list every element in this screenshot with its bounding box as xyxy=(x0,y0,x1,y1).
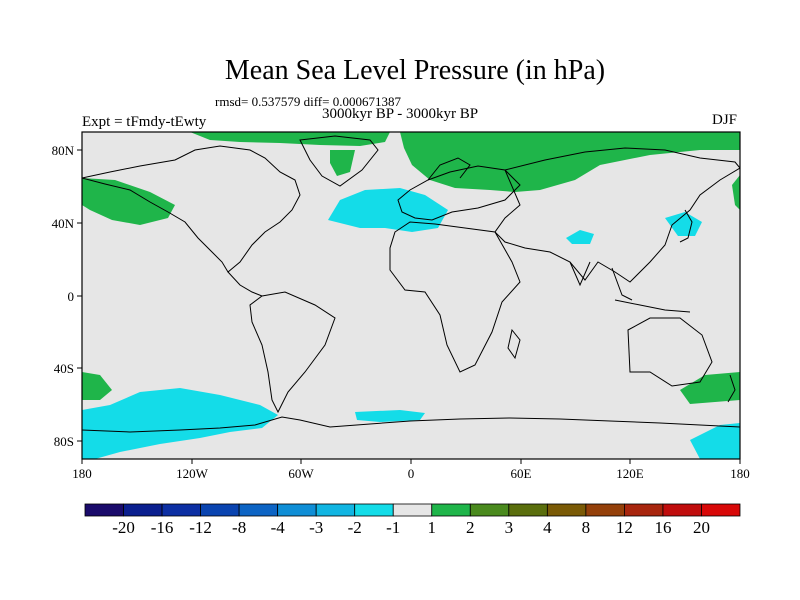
coast-australia xyxy=(627,317,713,387)
coast-europe xyxy=(397,165,521,221)
colorbar-swatch xyxy=(277,503,317,517)
y-tick-label: 40S xyxy=(54,361,74,376)
y-tick-label: 80N xyxy=(52,143,75,158)
negative-region-central-asia xyxy=(566,230,594,244)
x-tick-label: 0 xyxy=(408,466,415,481)
colorbar-swatch xyxy=(123,503,163,517)
colorbar-label: -2 xyxy=(348,518,362,537)
y-tick-label: 40N xyxy=(52,216,75,231)
negative-region-south-atlantic xyxy=(355,410,425,422)
positive-region-greenland-north xyxy=(190,132,390,146)
colorbar-label: -4 xyxy=(271,518,286,537)
anomaly-field xyxy=(82,132,740,459)
colorbar-swatch xyxy=(392,503,433,517)
colorbar-label: 12 xyxy=(616,518,633,537)
negative-region-south-east-pacific xyxy=(690,423,740,459)
coast-north-america xyxy=(82,145,301,273)
x-tick-label: 120E xyxy=(616,466,644,481)
colorbar-swatch xyxy=(84,503,124,517)
positive-region-greenland-east xyxy=(330,150,355,176)
map-title: Mean Sea Level Pressure (in hPa) xyxy=(224,55,606,86)
negative-region-north-atlantic xyxy=(328,188,448,232)
coast-indonesia xyxy=(614,299,691,313)
positive-region-south-west xyxy=(82,372,112,400)
colorbar-swatch xyxy=(431,503,471,517)
coastlines xyxy=(82,135,740,433)
coast-greenland xyxy=(299,135,379,187)
colorbar-label: 1 xyxy=(428,518,437,537)
colorbar-label: 8 xyxy=(582,518,591,537)
colorbar-swatch xyxy=(546,503,587,517)
colorbar-swatch xyxy=(469,503,510,517)
colorbar-swatch xyxy=(701,503,741,517)
x-tick-label: 120W xyxy=(176,466,209,481)
coast-south-america xyxy=(249,291,336,414)
season-label: DJF xyxy=(712,112,738,128)
negative-region-japan xyxy=(665,212,702,236)
colorbar-label: -1 xyxy=(386,518,400,537)
colorbar-label: -3 xyxy=(309,518,323,537)
x-tick-label: 180 xyxy=(730,466,750,481)
positive-region-south-east xyxy=(680,372,740,404)
colorbar xyxy=(84,503,741,517)
coast-madagascar xyxy=(507,328,521,360)
colorbar-label: -16 xyxy=(151,518,174,537)
colorbar-swatch xyxy=(508,503,548,517)
colorbar-swatch xyxy=(624,503,664,517)
coast-africa xyxy=(389,221,521,373)
coast-new-zealand xyxy=(727,374,736,403)
coast-indochina xyxy=(611,267,633,301)
positive-region-pacific-north-west xyxy=(82,178,175,225)
colorbar-label: 4 xyxy=(543,518,552,537)
positive-region-pacific-north-east xyxy=(732,175,740,210)
colorbar-swatch xyxy=(354,503,394,517)
colorbar-label: -12 xyxy=(189,518,212,537)
colorbar-swatch xyxy=(238,503,279,517)
coast-india xyxy=(569,261,591,287)
coast-japan xyxy=(679,209,693,243)
x-tick-label: 60E xyxy=(511,466,532,481)
colorbar-label: -20 xyxy=(112,518,135,537)
colorbar-swatch xyxy=(315,503,356,517)
colorbar-labels: -20 -16 -12 -8 -4 -3 -2 -1 1 2 3 4 8 12 16 20 xyxy=(112,518,710,537)
colorbar-swatch xyxy=(200,503,240,517)
colorbar-swatch xyxy=(161,503,201,517)
stats-text: rmsd= 0.537579 diff= 0.000671387 xyxy=(215,94,401,109)
colorbar-swatch xyxy=(662,503,702,517)
positive-region-arctic xyxy=(400,132,740,192)
coast-asia xyxy=(494,147,740,283)
colorbar-label: 3 xyxy=(505,518,514,537)
colorbar-label: 2 xyxy=(466,518,475,537)
x-tick-label: 60W xyxy=(288,466,314,481)
colorbar-label: -8 xyxy=(232,518,246,537)
y-tick-label: 0 xyxy=(68,289,75,304)
period-text: 3000kyr BP - 3000kyr BP xyxy=(322,106,479,122)
y-tick-label: 80S xyxy=(54,434,74,449)
colorbar-label: 16 xyxy=(654,518,671,537)
axis-tick-marks xyxy=(77,149,741,464)
coast-antarctica xyxy=(82,416,740,433)
x-tick-label: 180 xyxy=(72,466,92,481)
colorbar-swatch xyxy=(585,503,625,517)
coast-central-america xyxy=(227,271,263,297)
colorbar-label: 20 xyxy=(693,518,710,537)
experiment-label: Expt = tFmdy-tEwty xyxy=(82,114,207,130)
coast-scandinavia xyxy=(427,157,471,181)
negative-region-south-pacific xyxy=(82,388,278,459)
